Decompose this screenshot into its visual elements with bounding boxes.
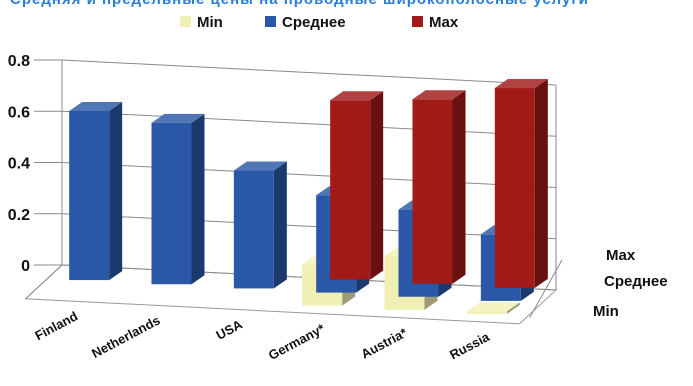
- x-tick-label: Netherlands: [89, 312, 162, 361]
- bar-top: [151, 113, 205, 123]
- x-tick-label: Russia: [447, 329, 492, 363]
- bar-top: [494, 79, 548, 89]
- bar-side: [109, 101, 123, 281]
- gridline: [61, 59, 557, 86]
- bar-side: [452, 90, 466, 284]
- depth-tick-label: Max: [606, 247, 636, 264]
- legend-label: Max: [429, 14, 459, 31]
- bars: [69, 79, 548, 314]
- bar-top: [233, 161, 287, 171]
- legend-swatch: [180, 16, 191, 27]
- y-axis: 0 0.2 0.4 0.6 0.8: [8, 53, 62, 275]
- bar-side: [534, 79, 548, 288]
- cropped-title: Средняя и предельные цены на проводные ш…: [10, 0, 589, 8]
- legend-swatch: [412, 16, 423, 27]
- depth-axis: Max Среднее Min: [529, 247, 668, 320]
- bar-top: [330, 91, 384, 101]
- bar: [233, 161, 287, 289]
- bar-top: [466, 302, 520, 312]
- x-tick-label: Germany*: [266, 320, 328, 363]
- gridline: [61, 162, 557, 188]
- bar: [466, 302, 520, 314]
- bar: [412, 90, 466, 284]
- bar-front: [466, 311, 507, 314]
- depth-axis-line: [529, 259, 563, 319]
- bar-side: [273, 161, 287, 289]
- bar-side: [370, 91, 384, 280]
- x-tick-label: USA: [214, 316, 246, 342]
- gridline: [61, 213, 557, 240]
- legend: Min Среднее Max: [180, 14, 459, 31]
- bar-front: [69, 110, 110, 281]
- y-tick-label: 0: [21, 258, 30, 275]
- bar-side: [191, 113, 205, 285]
- bar-front: [151, 122, 192, 285]
- legend-label: Min: [197, 14, 223, 31]
- x-tick-label: Austria*: [358, 325, 410, 362]
- bar-top: [412, 90, 466, 100]
- y-tick-label: 0.6: [8, 104, 30, 121]
- bar-front: [412, 99, 453, 284]
- bar: [330, 91, 384, 280]
- bar: [151, 113, 205, 285]
- bar-front: [330, 100, 371, 280]
- bar: [69, 101, 123, 281]
- cropped-title-strip: Средняя и предельные цены на проводные ш…: [0, 0, 660, 8]
- depth-tick-label: Среднее: [604, 273, 668, 290]
- bar-top: [69, 101, 123, 111]
- depth-tick-label: Min: [593, 303, 619, 320]
- y-tick-label: 0.2: [8, 207, 30, 224]
- y-tick-label: 0.4: [8, 156, 30, 173]
- bar-side: [506, 302, 520, 314]
- gridline: [61, 110, 557, 137]
- legend-label: Среднее: [282, 14, 346, 31]
- bar-front: [233, 170, 274, 289]
- bar: [494, 79, 548, 288]
- legend-swatch: [265, 16, 276, 27]
- x-tick-label: Finland: [32, 308, 80, 343]
- floor-left-edge: [25, 264, 63, 300]
- y-tick-label: 0.8: [8, 53, 30, 70]
- bar-front: [494, 88, 535, 288]
